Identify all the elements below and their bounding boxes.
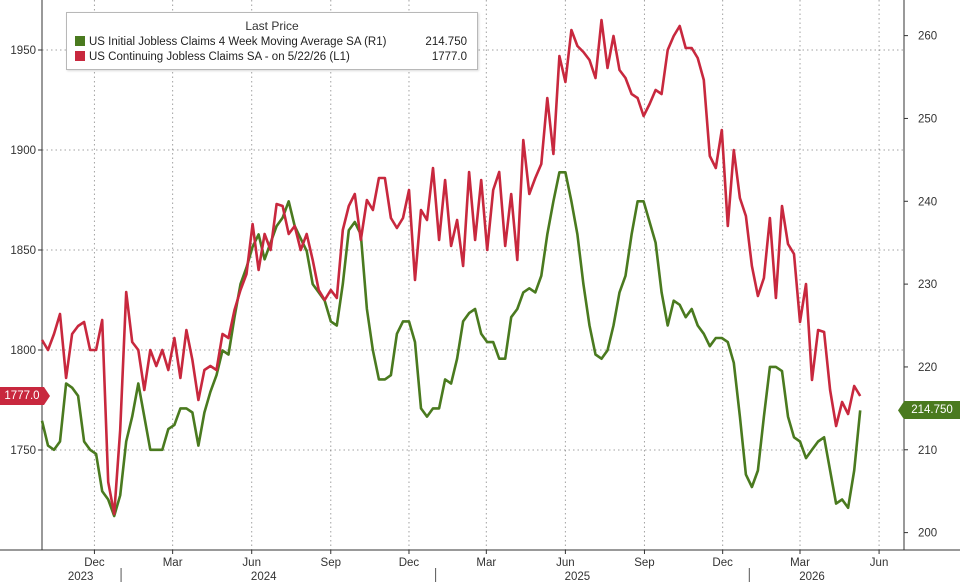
- right-axis-tick-label: 260: [918, 31, 937, 43]
- legend-value-continuing-claims: 1777.0: [431, 51, 467, 63]
- right-axis-tick-label: 200: [918, 528, 937, 540]
- legend-label-continuing-claims: US Continuing Jobless Claims SA - on 5/2…: [89, 51, 350, 63]
- gridlines: [42, 0, 904, 550]
- right-axis-tick-label: 230: [918, 279, 937, 291]
- series-axis-tag-continuing-claims: (L1): [329, 51, 350, 63]
- x-axis-month-label: Mar: [790, 557, 810, 569]
- left-axis-tick-label: 1900: [10, 145, 36, 157]
- x-axis-year-label: 2025: [565, 571, 591, 582]
- legend-entry-initial-claims: US Initial Jobless Claims 4 Week Moving …: [75, 36, 471, 51]
- legend-title: Last Price: [245, 19, 299, 33]
- right-axis-tick-label: 220: [918, 362, 937, 374]
- x-axis-month-label: Jun: [870, 557, 889, 569]
- tick-labels: 1750 1800 1850 1900 1950 200 210 220 230 240 250 26…: [10, 31, 937, 582]
- legend-value-initial-claims: 214.750: [425, 36, 467, 48]
- x-axis-month-label: Sep: [634, 557, 654, 569]
- series-name-initial-claims: US Initial Jobless Claims 4 Week Moving …: [89, 36, 361, 48]
- legend-swatch-initial-claims: [75, 36, 85, 46]
- last-price-badge-continuing-claims: 1777.0: [0, 387, 44, 405]
- badge-pointer-continuing-claims: [44, 387, 50, 405]
- x-axis-month-label: Mar: [163, 557, 183, 569]
- series-line-initial-claims: [40, 171, 862, 518]
- x-axis-month-label: Dec: [712, 557, 733, 569]
- x-axis-year-label: 2026: [799, 571, 825, 582]
- left-axis-tick-label: 1850: [10, 245, 36, 257]
- right-axis-tick-label: 240: [918, 196, 937, 208]
- x-axis-month-label: Sep: [321, 557, 341, 569]
- left-axis-tick-label: 1950: [10, 45, 36, 57]
- series-name-continuing-claims: US Continuing Jobless Claims SA - on 5/2…: [89, 51, 327, 63]
- legend-swatch-continuing-claims: [75, 51, 85, 61]
- x-axis-month-label: Mar: [476, 557, 496, 569]
- right-axis-tick-label: 250: [918, 113, 937, 125]
- left-axis-tick-label: 1800: [10, 345, 36, 357]
- left-axis-tick-label: 1750: [10, 445, 36, 457]
- x-axis-year-label: 2024: [251, 571, 277, 582]
- series-lines: [40, 18, 862, 518]
- legend-entry-continuing-claims: US Continuing Jobless Claims SA - on 5/2…: [75, 51, 471, 66]
- legend: Last Price US Initial Jobless Claims 4 W…: [66, 12, 478, 70]
- series-axis-tag-initial-claims: (R1): [364, 36, 387, 48]
- x-axis-year-label: 2023: [68, 571, 94, 582]
- x-axis-month-label: Jun: [242, 557, 261, 569]
- series-line-continuing-claims: [40, 18, 862, 516]
- x-axis-month-label: Dec: [399, 557, 420, 569]
- right-axis-tick-label: 210: [918, 445, 937, 457]
- legend-label-initial-claims: US Initial Jobless Claims 4 Week Moving …: [89, 36, 386, 48]
- badge-pointer-initial-claims: [898, 401, 904, 420]
- x-axis-month-label: Jun: [556, 557, 575, 569]
- last-price-badge-initial-claims: 214.750: [904, 401, 960, 420]
- x-axis-month-label: Dec: [84, 557, 105, 569]
